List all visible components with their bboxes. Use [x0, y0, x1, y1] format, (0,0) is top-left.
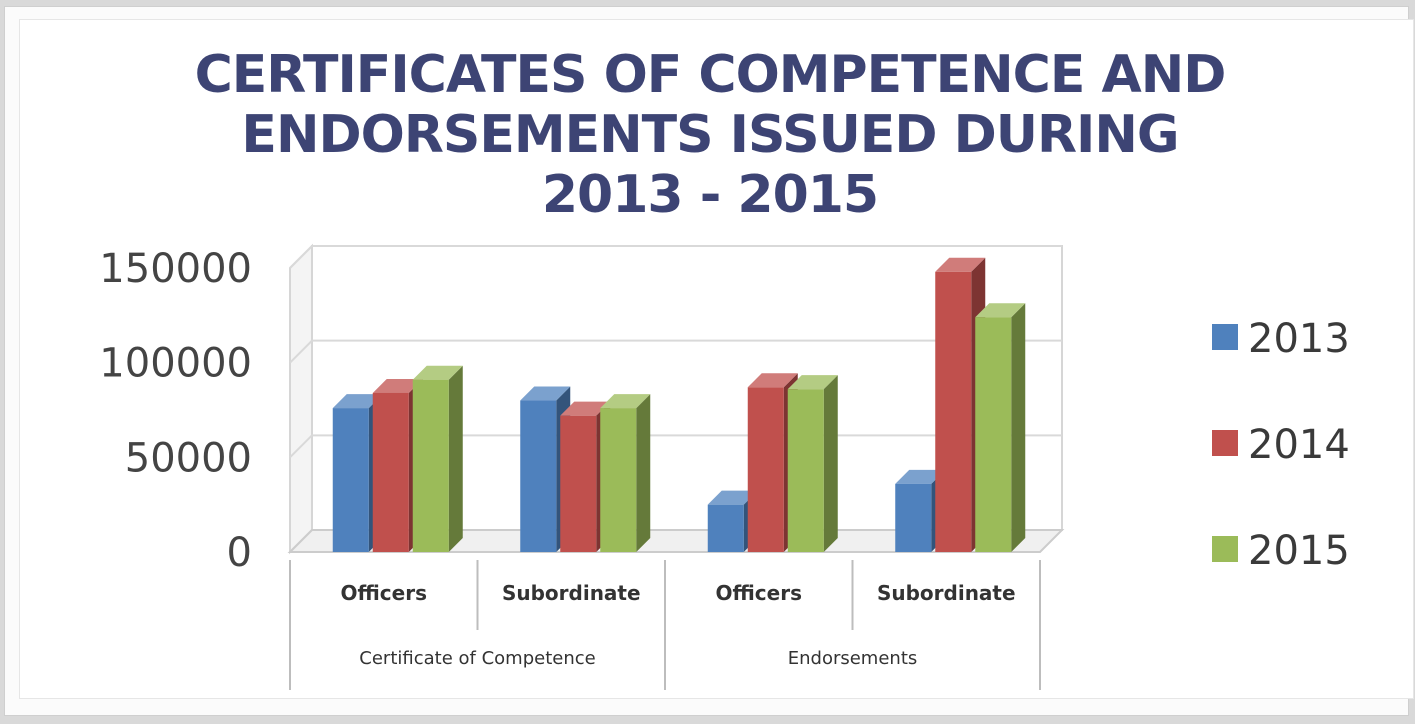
- x-group-label: Certificate of Competence: [359, 648, 595, 669]
- bar-top: [412, 365, 463, 380]
- bar-top: [787, 375, 838, 390]
- side-wall: [289, 243, 313, 555]
- x-tick-label: Subordinate: [877, 581, 1016, 605]
- gridline: [289, 339, 1062, 364]
- y-tick-label: 100000: [99, 341, 252, 387]
- legend: 2013 2014 2015: [1212, 316, 1350, 574]
- bar-top: [707, 490, 758, 505]
- chart-frame: [4, 6, 1414, 716]
- y-tick-label: 150000: [99, 246, 252, 292]
- bar-top: [332, 394, 383, 409]
- bar-front: [412, 379, 449, 552]
- bar: [787, 375, 838, 552]
- bar-top: [895, 469, 946, 484]
- chart-title: CERTIFICATES OF COMPETENCE AND ENDORSEME…: [195, 45, 1227, 225]
- x-tick-label: Subordinate: [502, 581, 641, 605]
- bar-front: [747, 387, 784, 552]
- bar-front: [560, 415, 597, 552]
- bar-side: [448, 365, 463, 552]
- chart-title-line-3: 2013 - 2015: [542, 165, 878, 225]
- bar: [975, 303, 1026, 552]
- chart-title-line-2: ENDORSEMENTS ISSUED DURING: [241, 105, 1178, 165]
- bar-front: [935, 271, 972, 552]
- bar-side: [823, 375, 838, 552]
- bar: [600, 394, 651, 552]
- legend-label: 2015: [1248, 528, 1350, 574]
- bar-front: [787, 389, 824, 552]
- legend-swatch: [1212, 536, 1238, 562]
- y-tick-label: 0: [227, 530, 252, 576]
- bar-front: [975, 317, 1012, 552]
- x-group-label: Endorsements: [788, 648, 918, 669]
- bar-side: [636, 394, 651, 552]
- bar-top: [600, 394, 651, 409]
- bar: [332, 394, 383, 552]
- gridline: [289, 245, 1062, 269]
- x-tick-label: Officers: [716, 581, 803, 605]
- y-tick-label: 50000: [125, 435, 252, 481]
- bar: [412, 365, 463, 552]
- bar-top: [560, 401, 611, 416]
- bar-top: [747, 373, 798, 388]
- bar-top: [372, 378, 423, 393]
- plot-area: 0 50000 100000 150000 Officers Subordinate Off…: [99, 243, 1065, 690]
- bar-top: [520, 386, 571, 401]
- bar-front: [332, 408, 369, 552]
- x-tick-label: Officers: [341, 581, 428, 605]
- legend-label: 2014: [1248, 422, 1350, 468]
- bar-top: [975, 303, 1026, 318]
- chart-title-line-1: CERTIFICATES OF COMPETENCE AND: [195, 45, 1226, 105]
- bar-front: [895, 483, 932, 552]
- bar-top: [935, 257, 986, 272]
- bar-side: [1011, 303, 1026, 552]
- bar-front: [520, 400, 557, 552]
- bar-front: [372, 392, 409, 552]
- bar: [935, 257, 986, 552]
- legend-swatch: [1212, 430, 1238, 456]
- bar-front: [707, 504, 744, 552]
- legend-swatch: [1212, 324, 1238, 350]
- bar-front: [600, 408, 637, 552]
- legend-label: 2013: [1248, 316, 1350, 362]
